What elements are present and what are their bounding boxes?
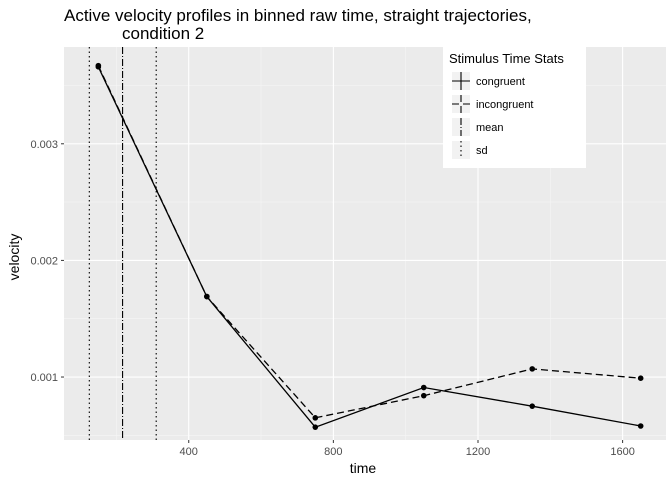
y-axis-ticks: 0.001 0.002 0.003 <box>30 139 64 384</box>
incongruent-point <box>529 366 536 372</box>
x-axis-ticks: 400 800 1200 1600 <box>180 440 635 458</box>
y-tick-label: 0.003 <box>30 139 58 151</box>
incongruent-point <box>420 392 427 399</box>
incongruent-point <box>204 293 210 300</box>
legend-keys: congruent incongruent mean sd <box>452 72 534 159</box>
legend-label: sd <box>476 145 488 157</box>
legend: Stimulus Time Stats congruent incongruent… <box>443 46 586 168</box>
congruent-point <box>637 423 644 429</box>
x-axis-title: time <box>350 460 377 476</box>
congruent-point <box>312 424 319 430</box>
incongruent-point <box>95 62 102 69</box>
x-tick-label: 400 <box>180 446 198 458</box>
congruent-point <box>420 384 427 391</box>
congruent-point <box>529 403 536 409</box>
legend-title: Stimulus Time Stats <box>449 51 564 66</box>
chart-subtitle: condition 2 <box>122 24 204 43</box>
incongruent-point <box>637 375 644 381</box>
reference-lines <box>88 47 157 440</box>
x-tick-label: 800 <box>324 446 342 458</box>
y-tick-label: 0.001 <box>30 372 58 384</box>
x-tick-label: 1200 <box>466 446 490 458</box>
series-lines <box>97 65 641 428</box>
legend-label: incongruent <box>476 99 534 111</box>
incongruent-line <box>97 65 641 419</box>
legend-key-box <box>452 95 470 113</box>
x-tick-label: 1600 <box>610 446 634 458</box>
legend-label: mean <box>476 122 504 134</box>
data-points <box>95 62 644 430</box>
chart-title: Active velocity profiles in binned raw t… <box>64 6 532 25</box>
y-tick-label: 0.002 <box>30 255 58 267</box>
legend-label: congruent <box>476 76 525 88</box>
y-axis-title: velocity <box>6 234 22 281</box>
incongruent-point <box>312 415 319 421</box>
